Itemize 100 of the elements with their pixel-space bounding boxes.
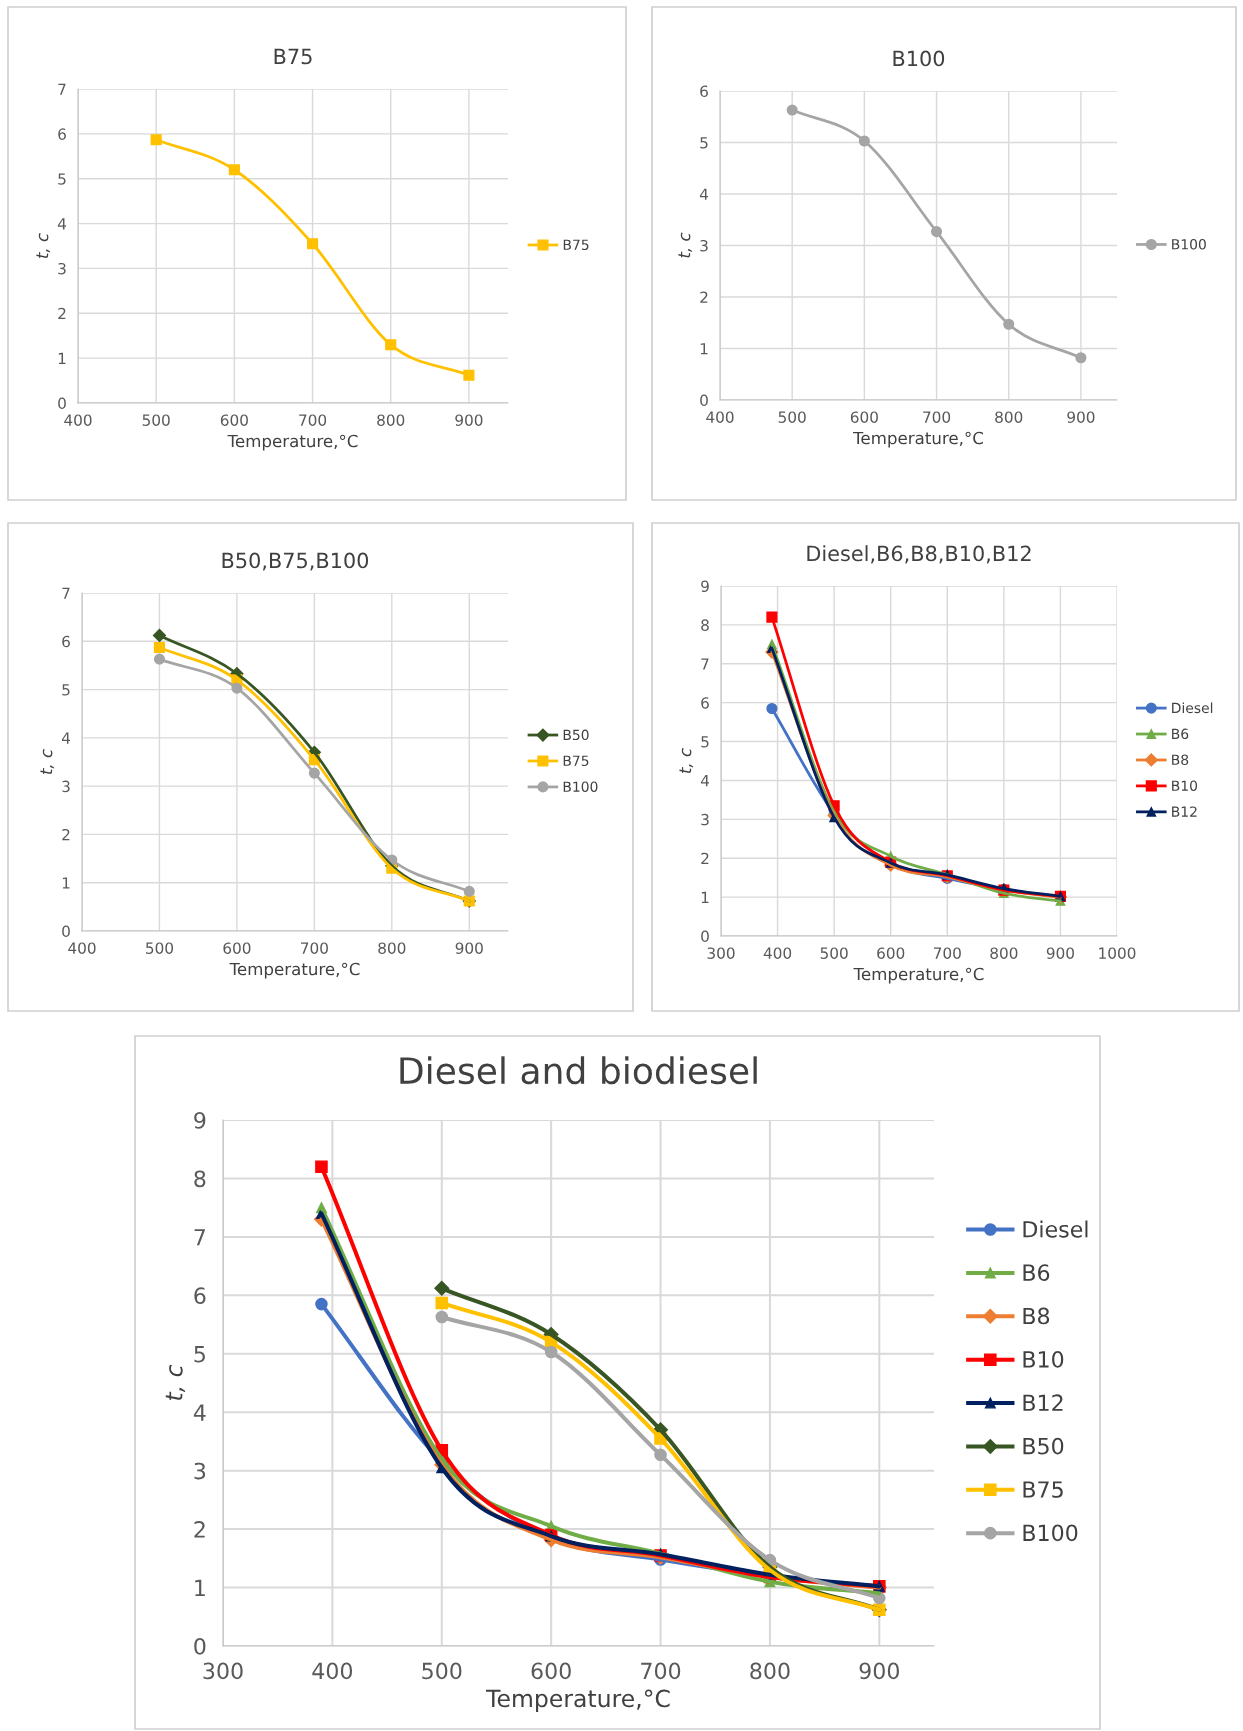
y-tick-label: 3 bbox=[58, 262, 66, 275]
chart-title: B100 bbox=[893, 50, 945, 67]
y-tick-label: 1 bbox=[700, 343, 708, 355]
y-tick-label: 8 bbox=[701, 619, 709, 631]
x-tick-label: 1000 bbox=[1099, 947, 1136, 959]
y-tick-label: 2 bbox=[62, 828, 70, 841]
y-tick-label: 1 bbox=[701, 891, 709, 903]
legend-label: B12 bbox=[1172, 806, 1197, 817]
y-tick-label: 3 bbox=[701, 813, 709, 826]
x-tick-label: 800 bbox=[750, 1662, 790, 1680]
x-tick-label: 800 bbox=[377, 414, 405, 426]
y-tick-label: 3 bbox=[62, 780, 70, 793]
y-axis-title: t, c bbox=[679, 748, 694, 774]
x-tick-label: 800 bbox=[995, 411, 1023, 423]
legend-label: B8 bbox=[1023, 1307, 1050, 1325]
legend-label: Diesel bbox=[1023, 1220, 1088, 1238]
x-tick-label: 400 bbox=[64, 414, 92, 426]
y-tick-label: 0 bbox=[58, 397, 66, 410]
y-tick-label: 7 bbox=[62, 587, 70, 599]
chart-title: Diesel,B6,B8,B10,B12 bbox=[807, 545, 1031, 564]
y-tick-label: 6 bbox=[58, 128, 66, 140]
y-axis-title: t, c bbox=[40, 749, 55, 775]
y-tick-label: 1 bbox=[62, 877, 70, 889]
y-tick-label: 2 bbox=[701, 852, 709, 865]
legend-label: B50 bbox=[563, 729, 589, 741]
x-tick-label: 700 bbox=[641, 1662, 681, 1680]
y-axis-title: t, c bbox=[165, 1364, 186, 1401]
legend-label: B10 bbox=[1172, 780, 1198, 791]
y-tick-label: 7 bbox=[194, 1229, 205, 1246]
x-tick-label: 400 bbox=[706, 411, 734, 423]
y-tick-label: 9 bbox=[194, 1111, 206, 1129]
x-tick-label: 800 bbox=[378, 942, 406, 954]
legend-label: B75 bbox=[563, 755, 589, 767]
y-tick-label: 3 bbox=[194, 1462, 206, 1480]
x-tick-label: 400 bbox=[312, 1662, 353, 1680]
legend-label: B100 bbox=[563, 781, 598, 792]
x-axis-title: Temperature,°C bbox=[853, 431, 984, 448]
y-tick-label: 6 bbox=[194, 1287, 206, 1305]
x-tick-label: 700 bbox=[933, 947, 961, 959]
y-tick-label: 5 bbox=[700, 137, 708, 149]
x-tick-label: 600 bbox=[877, 947, 905, 959]
x-tick-label: 500 bbox=[422, 1662, 462, 1680]
x-tick-label: 500 bbox=[820, 947, 848, 959]
x-axis-title: Temperature,°C bbox=[853, 967, 984, 984]
y-tick-label: 4 bbox=[699, 188, 709, 200]
y-tick-label: 5 bbox=[62, 684, 70, 696]
x-tick-label: 600 bbox=[850, 411, 878, 423]
x-axis-title: Temperature,°C bbox=[229, 962, 360, 979]
legend-label: B8 bbox=[1172, 754, 1189, 766]
y-tick-label: 2 bbox=[58, 307, 66, 320]
y-tick-label: 6 bbox=[62, 635, 70, 648]
x-tick-label: 700 bbox=[299, 414, 327, 426]
y-axis-title: t, c bbox=[678, 232, 693, 258]
x-tick-label: 600 bbox=[223, 942, 251, 954]
x-tick-label: 900 bbox=[859, 1662, 899, 1680]
x-axis-title: Temperature,°C bbox=[227, 434, 358, 451]
y-tick-label: 3 bbox=[700, 239, 708, 252]
legend-label: B100 bbox=[1023, 1524, 1078, 1542]
y-tick-label: 5 bbox=[701, 736, 709, 748]
y-tick-label: 1 bbox=[58, 352, 66, 364]
legend-label: B10 bbox=[1023, 1350, 1064, 1368]
legend-label: B100 bbox=[1172, 239, 1206, 250]
y-tick-label: 0 bbox=[62, 925, 70, 938]
x-tick-label: 500 bbox=[146, 942, 174, 954]
y-tick-label: 4 bbox=[57, 218, 67, 230]
x-tick-label: 900 bbox=[455, 942, 483, 954]
x-tick-label: 500 bbox=[142, 414, 170, 426]
y-tick-label: 0 bbox=[700, 394, 708, 407]
x-tick-label: 800 bbox=[990, 947, 1018, 959]
y-tick-label: 1 bbox=[195, 1579, 205, 1596]
x-tick-label: 700 bbox=[301, 942, 328, 954]
legend-label: Diesel bbox=[1172, 702, 1213, 714]
legend-label: B6 bbox=[1172, 728, 1189, 740]
x-tick-label: 400 bbox=[763, 947, 792, 959]
x-tick-label: 300 bbox=[707, 947, 735, 959]
y-tick-label: 4 bbox=[700, 775, 710, 787]
x-tick-label: 500 bbox=[778, 411, 806, 423]
x-tick-label: 600 bbox=[531, 1662, 571, 1680]
legend-label: B12 bbox=[1023, 1394, 1063, 1411]
y-tick-label: 4 bbox=[193, 1404, 206, 1421]
chart-title: B75 bbox=[274, 48, 312, 65]
legend-label: B75 bbox=[563, 239, 589, 251]
y-tick-label: 6 bbox=[701, 697, 709, 709]
x-tick-label: 900 bbox=[455, 414, 483, 426]
x-axis-title: Temperature,°C bbox=[486, 1689, 670, 1712]
y-axis-title: t, c bbox=[36, 233, 51, 259]
x-tick-label: 600 bbox=[220, 414, 248, 426]
x-tick-label: 300 bbox=[203, 1662, 243, 1680]
y-tick-label: 2 bbox=[700, 291, 708, 303]
y-tick-label: 9 bbox=[701, 580, 709, 593]
x-tick-label: 900 bbox=[1046, 947, 1074, 959]
y-tick-label: 2 bbox=[194, 1521, 205, 1538]
legend-label: B6 bbox=[1023, 1264, 1050, 1281]
x-tick-label: 900 bbox=[1067, 411, 1095, 423]
legend-label: B75 bbox=[1023, 1481, 1063, 1498]
y-tick-label: 7 bbox=[58, 83, 66, 95]
y-tick-label: 8 bbox=[194, 1170, 206, 1188]
y-tick-label: 7 bbox=[701, 658, 709, 670]
chart-title: B50,B75,B100 bbox=[222, 552, 369, 571]
x-tick-label: 400 bbox=[68, 942, 96, 954]
